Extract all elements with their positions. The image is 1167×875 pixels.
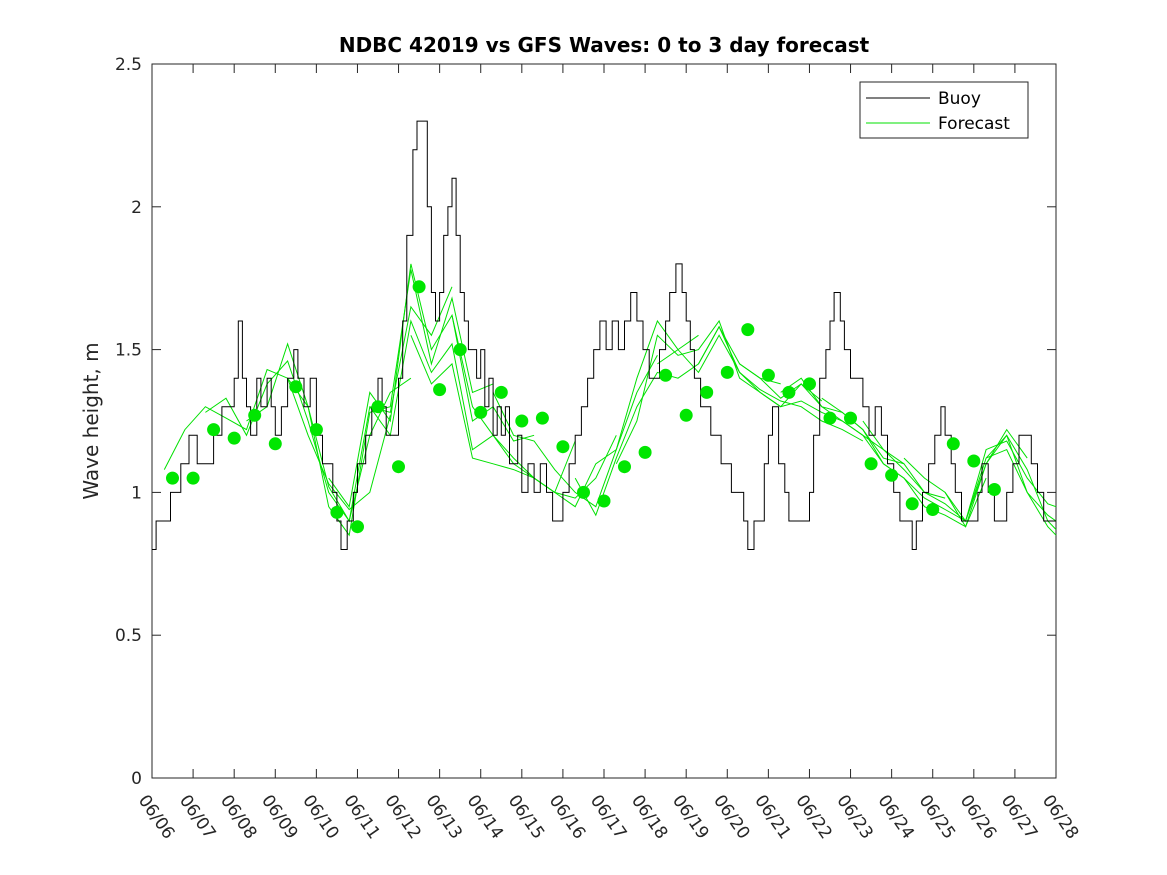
forecast-marker xyxy=(392,460,405,474)
forecast-marker xyxy=(741,323,755,337)
forecast-marker xyxy=(515,414,529,428)
y-tick-label: 1.5 xyxy=(115,341,142,361)
forecast-marker xyxy=(330,505,344,519)
forecast-marker xyxy=(556,440,570,454)
forecast-marker xyxy=(782,385,796,399)
y-tick-label: 0 xyxy=(131,769,142,789)
forecast-marker xyxy=(166,471,179,485)
forecast-marker xyxy=(227,431,241,445)
forecast-marker xyxy=(351,520,364,534)
forecast-series-line xyxy=(287,269,494,537)
forecast-marker xyxy=(679,408,693,422)
forecast-marker xyxy=(494,385,508,399)
forecast-series-line xyxy=(451,315,658,508)
forecast-marker xyxy=(618,460,631,474)
forecast-marker xyxy=(268,437,282,451)
forecast-marker xyxy=(659,368,673,382)
forecast-marker xyxy=(967,454,981,468)
chart-title: NDBC 42019 vs GFS Waves: 0 to 3 day fore… xyxy=(339,33,870,57)
forecast-series-line xyxy=(615,319,823,465)
forecast-marker xyxy=(597,494,611,508)
forecast-series-line xyxy=(492,319,699,508)
forecast-marker xyxy=(412,280,426,294)
forecast-marker xyxy=(371,400,385,414)
axes-box xyxy=(151,63,1057,779)
y-tick-label: 0.5 xyxy=(115,626,142,646)
forecast-marker xyxy=(638,445,652,459)
legend-box xyxy=(859,81,1029,139)
forecast-marker xyxy=(823,411,837,425)
forecast-marker xyxy=(186,471,200,485)
forecast-marker xyxy=(474,405,488,419)
forecast-marker xyxy=(946,437,960,451)
forecast-series-line xyxy=(985,448,1057,536)
legend-forecast-label: Forecast xyxy=(938,114,1010,134)
y-tick-label: 1 xyxy=(131,483,142,503)
forecast-marker xyxy=(926,503,940,516)
forecast-marker xyxy=(885,468,899,482)
forecast-marker xyxy=(309,423,323,437)
forecast-marker xyxy=(535,411,549,425)
forecast-marker xyxy=(844,411,857,425)
forecast-series-line xyxy=(821,397,1028,522)
forecast-series-line xyxy=(205,360,412,523)
legend-buoy-label: Buoy xyxy=(938,89,981,109)
y-tick-label: 2.5 xyxy=(115,55,142,75)
forecast-marker xyxy=(987,483,1001,496)
forecast-marker xyxy=(905,497,919,511)
forecast-marker xyxy=(248,408,262,422)
forecast-marker xyxy=(864,457,878,471)
buoy-series-line xyxy=(152,120,1056,550)
forecast-marker xyxy=(761,368,775,382)
plot-area: 00.511.522.506/0606/0706/0806/0906/1006/… xyxy=(115,55,1082,843)
legend: Buoy Forecast xyxy=(859,81,1029,139)
forecast-marker xyxy=(577,485,590,499)
forecast-series-line xyxy=(328,263,535,508)
y-axis-label: Wave height, m xyxy=(79,342,103,499)
forecast-marker xyxy=(433,383,447,397)
forecast-marker xyxy=(453,343,467,357)
forecast-marker xyxy=(289,380,303,394)
y-tick-label: 2 xyxy=(131,198,142,218)
forecast-marker xyxy=(207,423,221,437)
forecast-marker xyxy=(700,385,714,399)
forecast-marker xyxy=(720,365,734,379)
forecast-marker xyxy=(803,377,816,391)
